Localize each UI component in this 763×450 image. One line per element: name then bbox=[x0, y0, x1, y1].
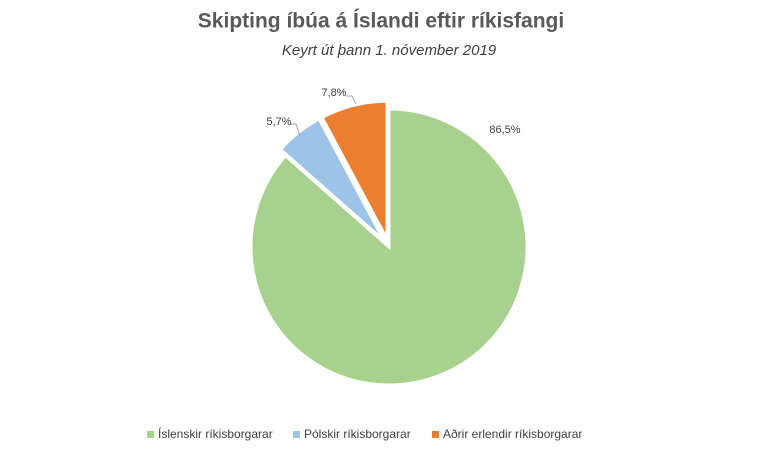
data-label: 7,8% bbox=[321, 87, 346, 99]
chart-title: Skipting íbúa á Íslandi eftir ríkisfangi bbox=[198, 10, 564, 33]
legend-swatch bbox=[432, 431, 439, 438]
legend-label: Aðrir erlendir ríkisborgarar bbox=[443, 427, 582, 441]
legend-swatch bbox=[147, 431, 154, 438]
legend-swatch bbox=[293, 431, 300, 438]
leader-line bbox=[290, 123, 301, 137]
chart-subtitle: Keyrt út þann 1. nóvember 2019 bbox=[282, 42, 497, 59]
data-label: 86,5% bbox=[489, 124, 520, 136]
data-label: 5,7% bbox=[266, 116, 291, 128]
leader-line bbox=[346, 95, 357, 105]
pie-slice bbox=[249, 107, 529, 387]
legend-label: Pólskir ríkisborgarar bbox=[304, 427, 411, 441]
pie-slice bbox=[320, 99, 389, 240]
legend-label: Íslenskir ríkisborgarar bbox=[158, 426, 273, 441]
